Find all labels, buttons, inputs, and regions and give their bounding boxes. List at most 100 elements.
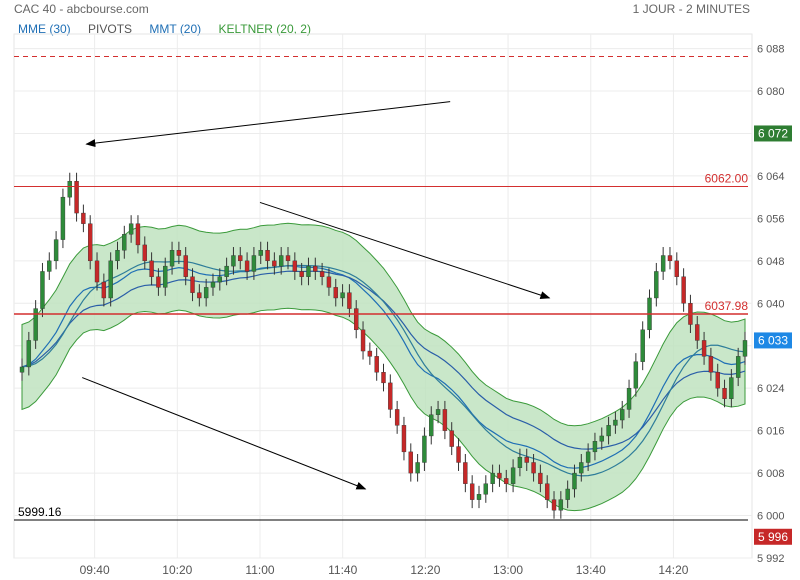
candle-body [115, 250, 120, 262]
candle-body [176, 250, 182, 256]
candle-body [183, 255, 188, 277]
candle-body [101, 281, 107, 299]
candle-body [74, 181, 79, 214]
candle-body [660, 255, 666, 272]
candle-body [60, 196, 66, 240]
y-tick-label: 6 000 [757, 511, 785, 523]
candle-body [565, 488, 570, 500]
legend-mme[interactable]: MME (30) [18, 22, 71, 36]
candle-body [538, 472, 543, 484]
candle-body [579, 462, 584, 474]
candle-body [456, 446, 461, 463]
candle-body [626, 387, 632, 410]
candle-body [504, 478, 509, 484]
candle-body [265, 250, 270, 262]
x-tick-label: 13:40 [576, 563, 606, 577]
candle-body [708, 356, 714, 373]
candle-body [381, 372, 386, 384]
candle-body [313, 265, 318, 272]
y-tick-label: 6 024 [757, 383, 785, 395]
candle-body [394, 409, 400, 426]
candle-body [217, 276, 223, 283]
candle-body [558, 499, 564, 511]
legend-keltner[interactable]: KELTNER (20, 2) [218, 22, 311, 36]
candle-body [715, 372, 720, 389]
candle-body [606, 425, 611, 437]
candle-body [497, 472, 502, 479]
candle-body [272, 260, 277, 267]
candle-body [81, 212, 86, 224]
mmt-20-line [21, 260, 746, 477]
candle-body [244, 260, 250, 272]
candle-body [142, 244, 147, 262]
candle-body [442, 409, 448, 431]
candle-body [592, 441, 598, 453]
candle-body [640, 329, 645, 362]
keltner-band [21, 222, 746, 512]
candle-body [681, 276, 686, 304]
level-label: 6037.98 [705, 299, 749, 313]
candle-body [633, 361, 639, 389]
candle-body [435, 409, 441, 415]
candle-body [238, 255, 243, 262]
candle-body [613, 419, 618, 426]
candle-body [251, 255, 257, 272]
period-label[interactable]: 1 JOUR - 2 MINUTES [632, 2, 750, 16]
candle-body [415, 462, 420, 474]
candle-body [190, 276, 195, 293]
candle-body [599, 435, 604, 442]
candle-body [354, 308, 359, 331]
x-tick-label: 11:40 [328, 563, 357, 577]
y-tick-label: 6 056 [757, 213, 785, 225]
candle-body [722, 387, 727, 399]
candle-body [524, 456, 529, 463]
y-tick-label: 6 048 [757, 256, 785, 268]
candle-body [108, 260, 113, 299]
candle-body [122, 234, 127, 251]
candle-body [544, 483, 550, 500]
legend-pivots[interactable]: PIVOTS [88, 22, 133, 36]
trend-arrow [259, 201, 551, 299]
price-badge [754, 125, 792, 142]
candle-body [422, 435, 427, 463]
y-tick-label: 6 008 [757, 468, 785, 480]
candle-body [735, 356, 741, 378]
price-badge [754, 332, 792, 349]
candle-body [388, 382, 393, 410]
x-tick-label: 14:20 [658, 563, 688, 577]
x-tick-label: 09:40 [80, 563, 110, 577]
candle-body [285, 255, 291, 262]
candle-body [94, 260, 100, 283]
candle-body [326, 276, 332, 288]
candle-body [306, 265, 311, 277]
candle-body [19, 366, 25, 373]
indicator-legend: MME (30) PIVOTS MMT (20) KELTNER (20, 2) [18, 22, 325, 36]
price-badge [754, 528, 792, 545]
candle-body [510, 467, 516, 484]
candle-body [88, 223, 93, 262]
candle-body [695, 324, 700, 341]
candle-body [469, 483, 475, 500]
candle-body [278, 255, 284, 267]
candle-body [135, 223, 141, 246]
candle-body [674, 260, 679, 277]
trend-arrow [82, 377, 367, 490]
candle-body [197, 292, 202, 299]
candle-body [620, 409, 625, 421]
candle-body [210, 281, 216, 288]
candle-body [47, 260, 52, 272]
candle-body [33, 308, 38, 341]
candle-body [40, 271, 45, 309]
candle-body [292, 260, 298, 272]
candle-body [517, 456, 523, 468]
candle-body [463, 462, 468, 484]
y-tick-label: 6 064 [757, 171, 785, 183]
candle-body [531, 462, 536, 474]
candle-body [203, 287, 209, 299]
candle-body [360, 329, 366, 352]
candle-body [585, 451, 591, 463]
candle-body [53, 239, 59, 262]
legend-mmt[interactable]: MMT (20) [149, 22, 202, 36]
candle-body [319, 271, 325, 277]
